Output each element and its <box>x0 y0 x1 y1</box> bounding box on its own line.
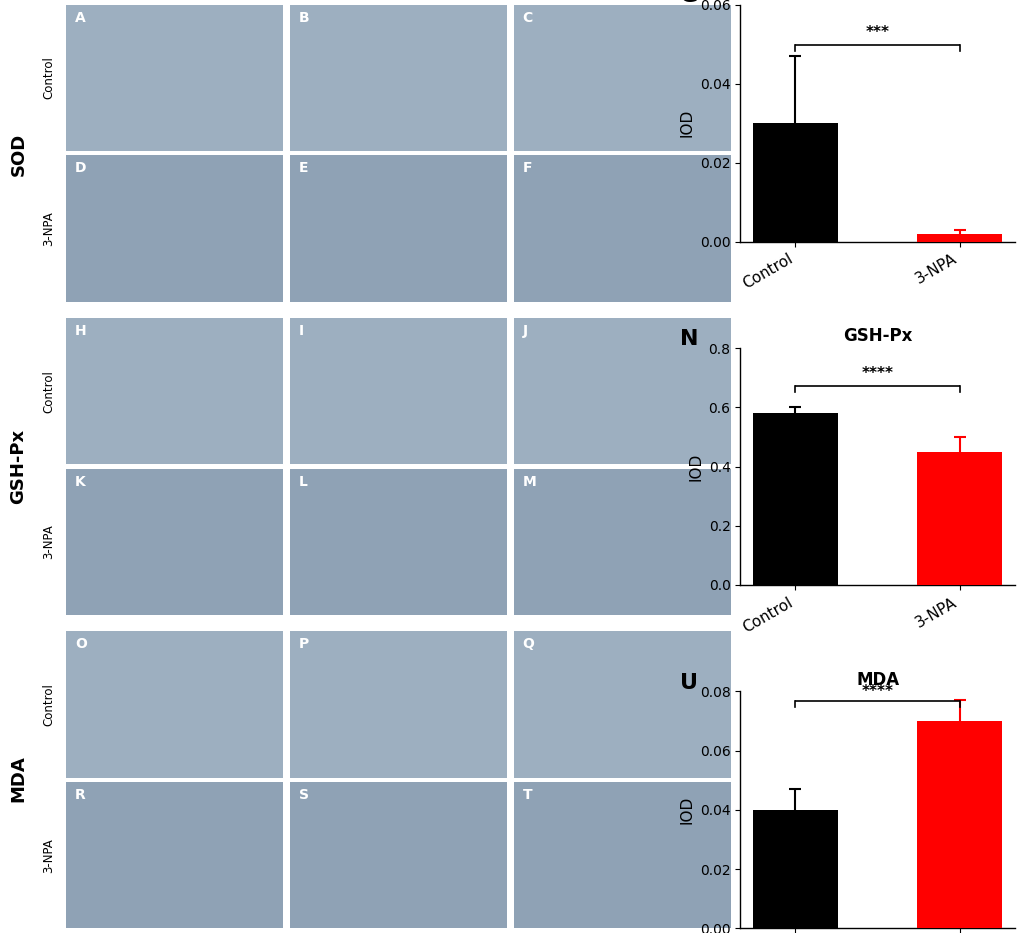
Text: G: G <box>680 0 697 6</box>
Title: GSH-Px: GSH-Px <box>842 327 911 345</box>
Text: T: T <box>522 787 532 801</box>
Text: Control: Control <box>43 683 55 726</box>
Text: ****: **** <box>861 684 893 699</box>
Text: S: S <box>299 787 309 801</box>
Y-axis label: IOD: IOD <box>688 453 702 480</box>
Text: R: R <box>75 787 86 801</box>
Bar <box>752 810 838 928</box>
Text: K: K <box>75 475 86 489</box>
Bar <box>916 233 1002 242</box>
Text: P: P <box>299 637 309 651</box>
Text: D: D <box>75 161 87 175</box>
Text: B: B <box>299 10 309 24</box>
Bar <box>916 452 1002 585</box>
Text: 3-NPA: 3-NPA <box>43 838 55 872</box>
Text: 3-NPA: 3-NPA <box>43 524 55 559</box>
Title: SOD: SOD <box>857 0 897 2</box>
Y-axis label: IOD: IOD <box>679 109 694 137</box>
Title: MDA: MDA <box>855 671 899 689</box>
Text: SOD: SOD <box>9 132 28 175</box>
Text: Control: Control <box>43 369 55 412</box>
Text: ***: *** <box>865 25 889 40</box>
Text: N: N <box>680 329 698 349</box>
Text: U: U <box>680 673 697 692</box>
Bar <box>916 721 1002 928</box>
Text: E: E <box>299 161 308 175</box>
Text: 3-NPA: 3-NPA <box>43 211 55 246</box>
Y-axis label: IOD: IOD <box>679 796 694 824</box>
Text: Q: Q <box>522 637 534 651</box>
Text: H: H <box>75 324 87 338</box>
Text: GSH-Px: GSH-Px <box>9 429 28 504</box>
Text: Control: Control <box>43 56 55 99</box>
Text: ****: **** <box>861 367 893 382</box>
Bar <box>752 413 838 585</box>
Text: C: C <box>522 10 532 24</box>
Text: J: J <box>522 324 527 338</box>
Text: L: L <box>299 475 308 489</box>
Text: A: A <box>75 10 86 24</box>
Text: F: F <box>522 161 531 175</box>
Text: MDA: MDA <box>9 756 28 802</box>
Text: O: O <box>75 637 87 651</box>
Bar <box>752 123 838 242</box>
Text: I: I <box>299 324 304 338</box>
Text: M: M <box>522 475 536 489</box>
